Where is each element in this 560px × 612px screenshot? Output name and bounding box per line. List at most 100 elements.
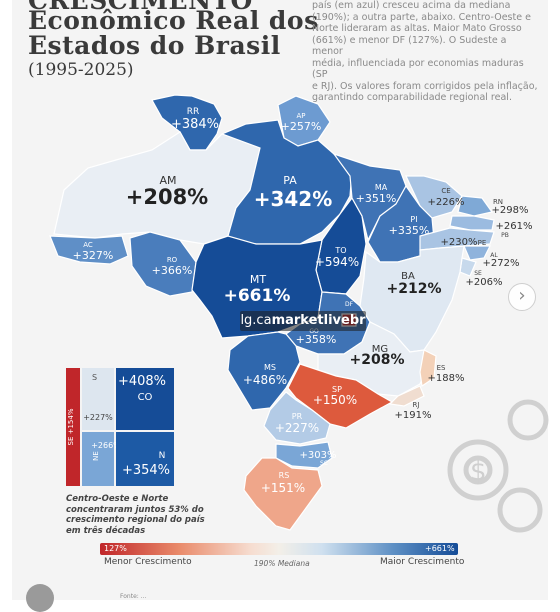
state-ms — [227, 331, 301, 411]
region-value-co: +408% — [118, 374, 166, 389]
state-code-ba: BA — [401, 271, 415, 282]
region-box-se — [66, 368, 80, 486]
gear-decoration-icon — [447, 399, 549, 533]
description-line: (190%); a outra parte, abaixo. Centro-Oe… — [312, 11, 531, 23]
description-line: (661%) e menor DF (127%). O Sudeste a me… — [312, 34, 507, 58]
state-code-ce: CE — [441, 187, 450, 195]
state-value-go: +358% — [296, 333, 337, 346]
state-code-rn: RN — [493, 198, 503, 206]
state-code-ma: MA — [375, 183, 388, 192]
state-code-mt: MT — [250, 273, 266, 286]
state-value-al: +272% — [483, 258, 520, 269]
state-value-ba: +212% — [387, 281, 442, 297]
state-value-pa: +342% — [254, 187, 333, 211]
state-code-ap: AP — [296, 112, 305, 120]
state-code-ms: MS — [264, 363, 276, 372]
state-value-rj: +191% — [395, 410, 432, 421]
state-value-rs: +151% — [261, 481, 305, 495]
state-code-sp: SP — [332, 385, 342, 394]
state-code-pe: PE — [478, 239, 487, 247]
state-code-sc: SC — [320, 460, 328, 467]
title-line-0: CRESCIMENTO — [28, 0, 253, 15]
legend-max-value: +661% — [425, 544, 455, 553]
state-pr — [263, 391, 331, 445]
state-sp — [287, 363, 394, 429]
legend-min-value: 127% — [104, 544, 127, 553]
state-value-pi: +335% — [389, 224, 430, 237]
state-es — [419, 349, 437, 388]
legend-low-label: Menor Crescimento — [104, 557, 192, 567]
region-value-s: +227% — [83, 413, 113, 422]
state-code-se: SE — [474, 270, 482, 277]
state-value-es: +188% — [428, 373, 465, 384]
state-code-rs: RS — [279, 471, 290, 480]
state-rn — [457, 195, 494, 217]
state-code-pi: PI — [410, 215, 417, 224]
description-line: garantindo comparabilidade regional real… — [312, 92, 512, 103]
description-line: e RJ). Os valores foram corrigidos pela … — [312, 80, 538, 92]
description-line: Norte lideraram as altas. Maior Mato Gro… — [312, 23, 522, 34]
region-code-n: N — [159, 451, 166, 461]
state-code-am: AM — [159, 174, 176, 187]
state-value-sc: +303% — [300, 450, 337, 461]
region-box-co — [116, 368, 174, 430]
footer-source: Fonte: ... — [120, 593, 147, 600]
state-value-sp: +150% — [313, 393, 357, 407]
region-code-ne: NE — [92, 451, 100, 461]
state-value-ce: +226% — [428, 197, 465, 208]
state-ac — [49, 235, 129, 265]
watermark-prefix: lg.ca — [240, 313, 272, 328]
state-value-se: +206% — [466, 277, 503, 288]
state-code-rj: RJ — [413, 401, 420, 409]
region-value-se: SE +154% — [67, 408, 75, 445]
region-value-se-number: +154% — [67, 408, 75, 434]
state-value-pb: +261% — [496, 221, 533, 232]
state-value-ro: +366% — [152, 264, 193, 277]
brand-logo-icon — [26, 584, 54, 612]
state-value-to: +594% — [315, 255, 359, 269]
state-rs — [243, 457, 323, 531]
state-code-to: TO — [334, 246, 346, 255]
state-code-pr: PR — [292, 412, 303, 421]
title-line-1: Econômico Real dos — [28, 6, 319, 35]
regional-note: Centro-Oeste e Norte concentraram juntos… — [66, 494, 205, 536]
watermark-handle: marketlivebr — [271, 313, 366, 328]
region-value-n: +354% — [122, 463, 170, 478]
state-code-rr: RR — [187, 107, 200, 117]
watermark-tag: lg.camarketlivebr — [240, 311, 366, 331]
state-ro — [129, 231, 197, 297]
state-code-pb: PB — [501, 232, 509, 239]
region-box-s — [82, 368, 114, 430]
state-rr — [151, 94, 223, 151]
description-line: média, influenciada por economias madura… — [312, 57, 524, 81]
legend-high-label: Maior Crescimento — [380, 557, 465, 567]
state-value-mt: +661% — [224, 286, 291, 306]
state-al — [463, 245, 491, 261]
region-code-s: S — [92, 373, 97, 382]
description-line: país (em azul) cresceu acima da mediana — [312, 0, 511, 11]
state-value-pe: +230% — [441, 237, 478, 248]
state-value-ac: +327% — [73, 249, 114, 262]
state-value-rr: +384% — [171, 117, 219, 132]
state-value-am: +208% — [126, 185, 208, 209]
dollar-icon: $ — [470, 457, 487, 487]
title-line-2: Estados do Brasil — [28, 31, 281, 60]
state-code-df: DF — [345, 301, 354, 308]
state-code-ro: RO — [167, 256, 178, 264]
state-code-al: AL — [490, 252, 498, 259]
region-box-ne — [82, 432, 114, 486]
region-box-n — [116, 432, 174, 486]
legend-median-label: 190% Mediana — [254, 559, 310, 568]
state-value-rn: +298% — [492, 205, 529, 216]
next-slide-button[interactable]: › — [508, 283, 536, 311]
state-value-ap: +257% — [281, 120, 322, 133]
region-value-ne: +266% — [91, 441, 121, 450]
subtitle-period: (1995-2025) — [28, 60, 134, 80]
state-pb — [449, 215, 495, 231]
state-code-go: GO — [309, 328, 319, 335]
state-value-pr: +227% — [275, 421, 319, 435]
state-value-ma: +351% — [356, 192, 397, 205]
legend-gradient-bar — [100, 543, 458, 555]
description: país (em azul) cresceu acima da mediana … — [312, 0, 540, 104]
state-code-pa: PA — [283, 174, 297, 187]
